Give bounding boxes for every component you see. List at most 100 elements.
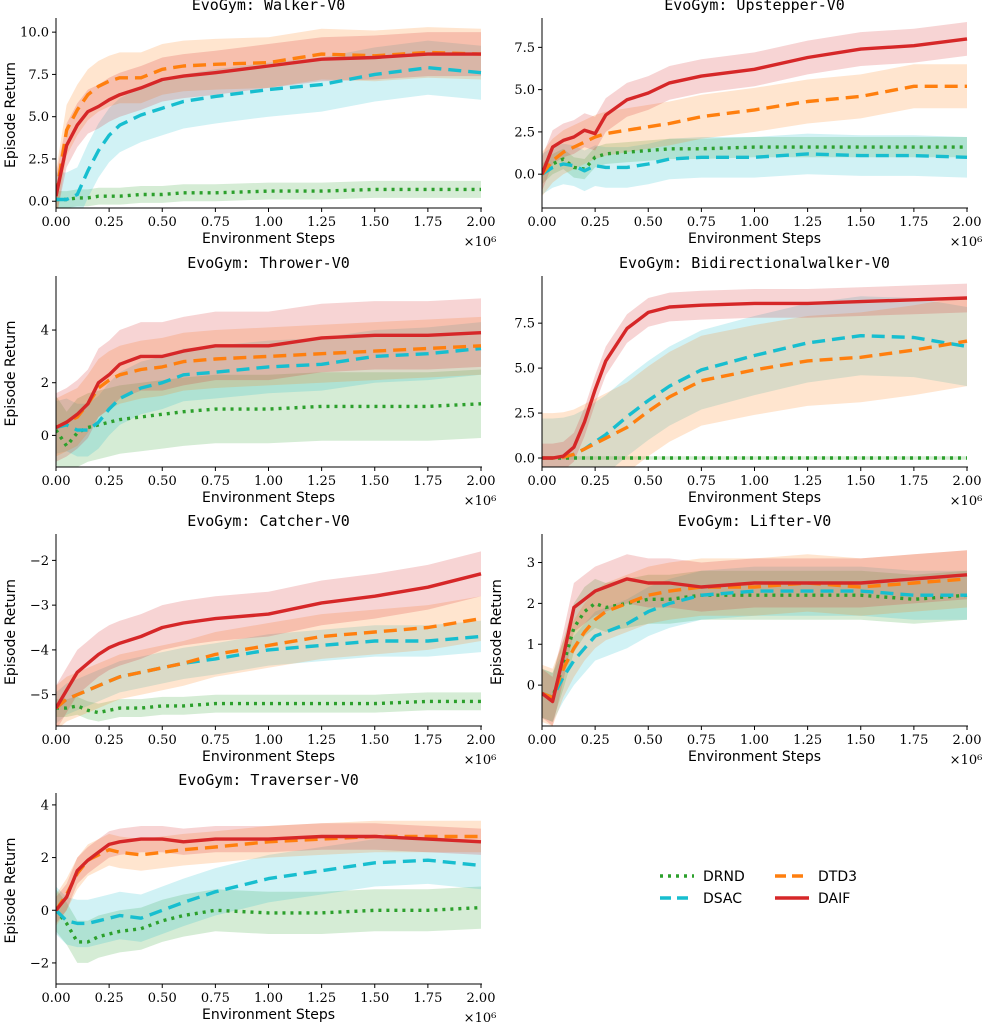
chart-title: EvoGym: Bidirectionalwalker-V0 [619,254,890,272]
panel-evogym-lifter-v0: 0.00 0.25 0.50 0.75 1.00 1.25 1.50 1.75 2.00 0 1 2 3… [489,512,982,768]
x-axis-label: Environment Steps [202,231,335,247]
plot-area [542,22,968,197]
y-axis-label: Episode Return [489,579,505,685]
x-tick-label: 1.25 [307,991,336,1006]
legend-item-dsac: DSAC [660,891,742,907]
x-tick-label: 0.75 [687,215,716,230]
y-tick-label: 2.5 [514,407,535,422]
x-tick-label: 1.50 [360,991,389,1006]
x-tick-label: 1.25 [307,215,336,230]
x-tick-label: 1.75 [899,733,928,748]
band-drnd [56,180,481,208]
y-tick-label: 7.5 [514,317,535,332]
x-tick-label: 0.75 [201,991,230,1006]
legend-label: DRND [703,869,745,885]
x-tick-label: 1.50 [360,215,389,230]
panel-evogym-thrower-v0: 0.00 0.25 0.50 0.75 1.00 1.25 1.50 1.75 2.00 0 2 4 E… [3,254,496,509]
y-tick-label: −3 [30,599,49,614]
y-axis-label: Episode Return [3,579,19,685]
y-tick-label: 5.0 [514,83,535,98]
x-axis-label: Environment Steps [202,749,335,765]
panel-evogym-catcher-v0: 0.00 0.25 0.50 0.75 1.00 1.25 1.50 1.75 2.00 −5 −4… [3,512,496,768]
x-tick-label: 0.00 [42,215,71,230]
series-line-drnd [56,699,481,715]
x-tick-label: 1.00 [254,474,283,489]
y-tick-label: 0.0 [514,168,535,183]
x-tick-label: 2.00 [953,474,982,489]
series-line-drnd [56,187,481,202]
y-tick-label: −2 [30,956,49,971]
y-tick-label: 3 [527,556,535,571]
chart-title: EvoGym: Traverser-V0 [178,771,359,789]
band-drnd [542,570,967,722]
y-tick-label: 0 [41,904,49,919]
x-tick-label: 1.75 [413,991,442,1006]
band-dsac [56,40,481,208]
y-tick-label: 1 [527,638,535,653]
series-line-daif [542,37,968,175]
series-line-dtd3 [542,84,967,176]
x-multiplier-label: ×10⁶ [950,494,983,509]
y-tick-label: 4 [41,798,49,813]
y-tick-label: −4 [30,643,49,658]
band-dtd3 [56,596,481,726]
y-tick-label: 7.5 [28,68,49,83]
band-dtd3 [542,64,967,197]
x-tick-label: 0.50 [148,733,177,748]
x-multiplier-label: ×10⁶ [464,494,497,509]
x-multiplier-label: ×10⁶ [464,753,497,768]
chart-title: EvoGym: Lifter-V0 [678,512,832,530]
x-tick-label: 0.75 [201,474,230,489]
y-tick-label: 2 [41,851,49,866]
x-tick-label: 0.00 [42,991,71,1006]
x-tick-label: 0.25 [95,474,124,489]
x-tick-label: 0.00 [528,215,557,230]
x-tick-label: 1.50 [360,733,389,748]
x-tick-label: 1.00 [740,215,769,230]
y-tick-label: 5.0 [28,110,49,125]
plot-area [56,27,482,208]
series-line-daif [56,331,482,430]
y-axis-label: Episode Return [3,62,19,168]
x-tick-label: 0.50 [634,474,663,489]
series-line-dsac [56,858,482,926]
series-line-drnd [56,905,482,944]
legend-label: DTD3 [818,869,857,885]
x-tick-label: 1.75 [899,474,928,489]
chart-title: EvoGym: Thrower-V0 [187,254,350,272]
x-axis-label: Environment Steps [202,1007,335,1023]
chart-title: EvoGym: Catcher-V0 [187,512,350,530]
x-tick-label: 1.25 [793,733,822,748]
x-tick-label: 1.00 [254,991,283,1006]
y-tick-label: 0 [41,429,49,444]
band-dtd3 [542,296,967,467]
y-tick-label: 0.0 [28,195,49,210]
panel-evogym-traverser-v0: 0.00 0.25 0.50 0.75 1.00 1.25 1.50 1.75 2.00 −2 0 2… [3,771,496,1026]
x-tick-label: 0.00 [528,733,557,748]
x-tick-label: 1.75 [413,215,442,230]
x-tick-label: 0.25 [95,733,124,748]
band-drnd [56,692,481,722]
x-tick-label: 1.25 [307,474,336,489]
x-tick-label: 0.25 [95,991,124,1006]
y-tick-label: 7.5 [514,41,535,56]
band-dsac [542,566,967,722]
band-daif [542,283,967,467]
series-line-daif [56,572,482,709]
y-axis-label: Episode Return [3,838,19,944]
x-multiplier-label: ×10⁶ [464,1011,497,1026]
plot-area [542,283,968,467]
panel-evogym-upstepper-v0: 0.00 0.25 0.50 0.75 1.00 1.25 1.50 1.75 2.00 0.0 2… [514,0,982,250]
x-tick-label: 1.50 [846,733,875,748]
band-daif [56,298,481,462]
band-dsac [542,296,967,467]
x-tick-label: 0.75 [687,733,716,748]
y-tick-label: 5.0 [514,362,535,377]
x-tick-label: 1.00 [740,474,769,489]
band-dtd3 [56,820,481,927]
legend: DRND DTD3 DSAC DAIF [660,869,857,907]
x-tick-label: 1.75 [899,215,928,230]
x-multiplier-label: ×10⁶ [950,235,983,250]
x-tick-label: 1.50 [846,474,875,489]
x-axis-label: Environment Steps [202,490,335,506]
